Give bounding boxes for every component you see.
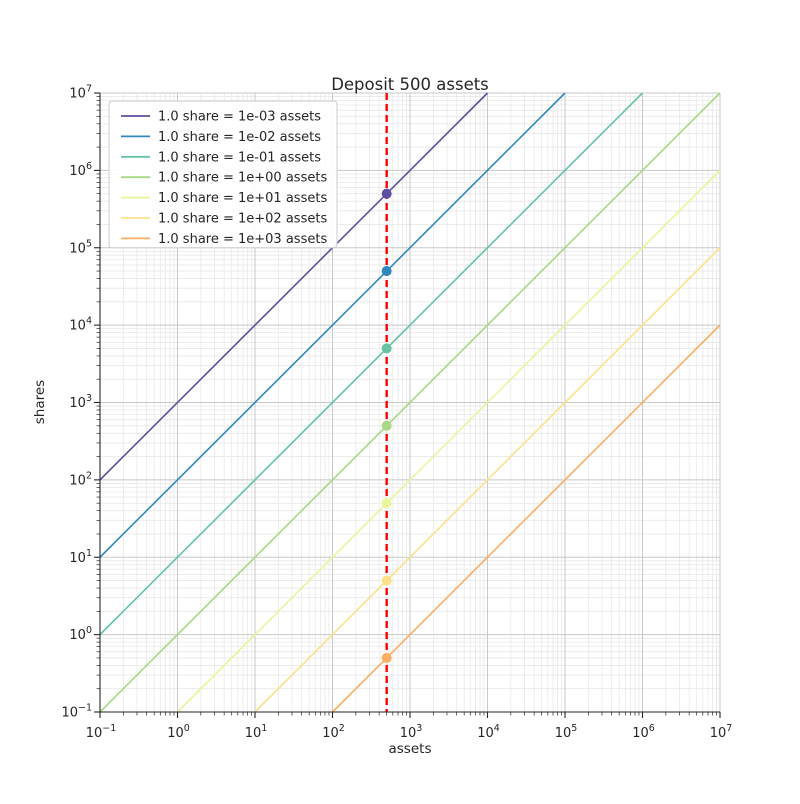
x-tick-label: 101 (245, 723, 268, 741)
y-tick-label: 107 (69, 84, 92, 102)
chart-title: Deposit 500 assets (331, 75, 489, 94)
legend-label-6: 1.0 share = 1e+03 assets (158, 232, 327, 247)
y-tick-label: 106 (69, 161, 92, 179)
x-tick-label: 106 (632, 723, 655, 741)
series-line-6 (331, 324, 721, 713)
y-tick-label: 101 (69, 548, 92, 566)
legend-label-2: 1.0 share = 1e-01 assets (158, 150, 321, 165)
y-tick-label: 104 (69, 316, 92, 334)
x-tick-label: 105 (555, 723, 578, 741)
x-axis-label: assets (389, 741, 432, 757)
deposit-point-3 (381, 420, 392, 431)
legend-label-4: 1.0 share = 1e+01 assets (158, 191, 327, 206)
x-tick-label: 102 (322, 723, 345, 741)
deposit-point-1 (381, 266, 392, 277)
deposit-point-5 (381, 575, 392, 586)
legend-label-1: 1.0 share = 1e-02 assets (158, 130, 321, 145)
y-tick-label: 102 (69, 470, 92, 488)
legend-label-3: 1.0 share = 1e+00 assets (158, 171, 327, 186)
x-tick-label: 104 (477, 723, 500, 741)
y-tick-label: 103 (69, 393, 92, 411)
deposit-point-4 (381, 498, 392, 509)
series-line-4 (176, 169, 721, 713)
deposit-points-layer (381, 188, 392, 663)
legend: 1.0 share = 1e-03 assets 1.0 share = 1e-0… (108, 100, 338, 249)
series-line-5 (254, 247, 721, 713)
x-tick-label: 107 (710, 723, 733, 741)
series-lines (99, 92, 721, 713)
y-tick-label: 10−1 (61, 703, 92, 721)
legend-box (108, 100, 338, 249)
legend-label-0: 1.0 share = 1e-03 assets (158, 110, 321, 125)
legend-label-5: 1.0 share = 1e+02 assets (158, 212, 327, 227)
deposit-point-6 (381, 652, 392, 663)
series-line-0 (99, 92, 489, 481)
series-line-2 (99, 92, 644, 636)
x-tick-label: 10−1 (86, 723, 117, 741)
deposit-point-0 (381, 188, 392, 199)
y-tick-label: 100 (69, 625, 92, 643)
y-tick-label: 105 (69, 238, 92, 256)
tick-labels: 10−1 100 101 102 103 104 105 106 107 10−1 100 101 10… (61, 84, 732, 742)
x-tick-label: 103 (400, 723, 423, 741)
x-tick-label: 100 (167, 723, 190, 741)
axes-spines-ticks (94, 92, 721, 718)
series-line-1 (99, 92, 566, 558)
series-line-3 (99, 92, 721, 713)
deposit-point-2 (381, 343, 392, 354)
y-axis-label: shares (32, 380, 48, 424)
